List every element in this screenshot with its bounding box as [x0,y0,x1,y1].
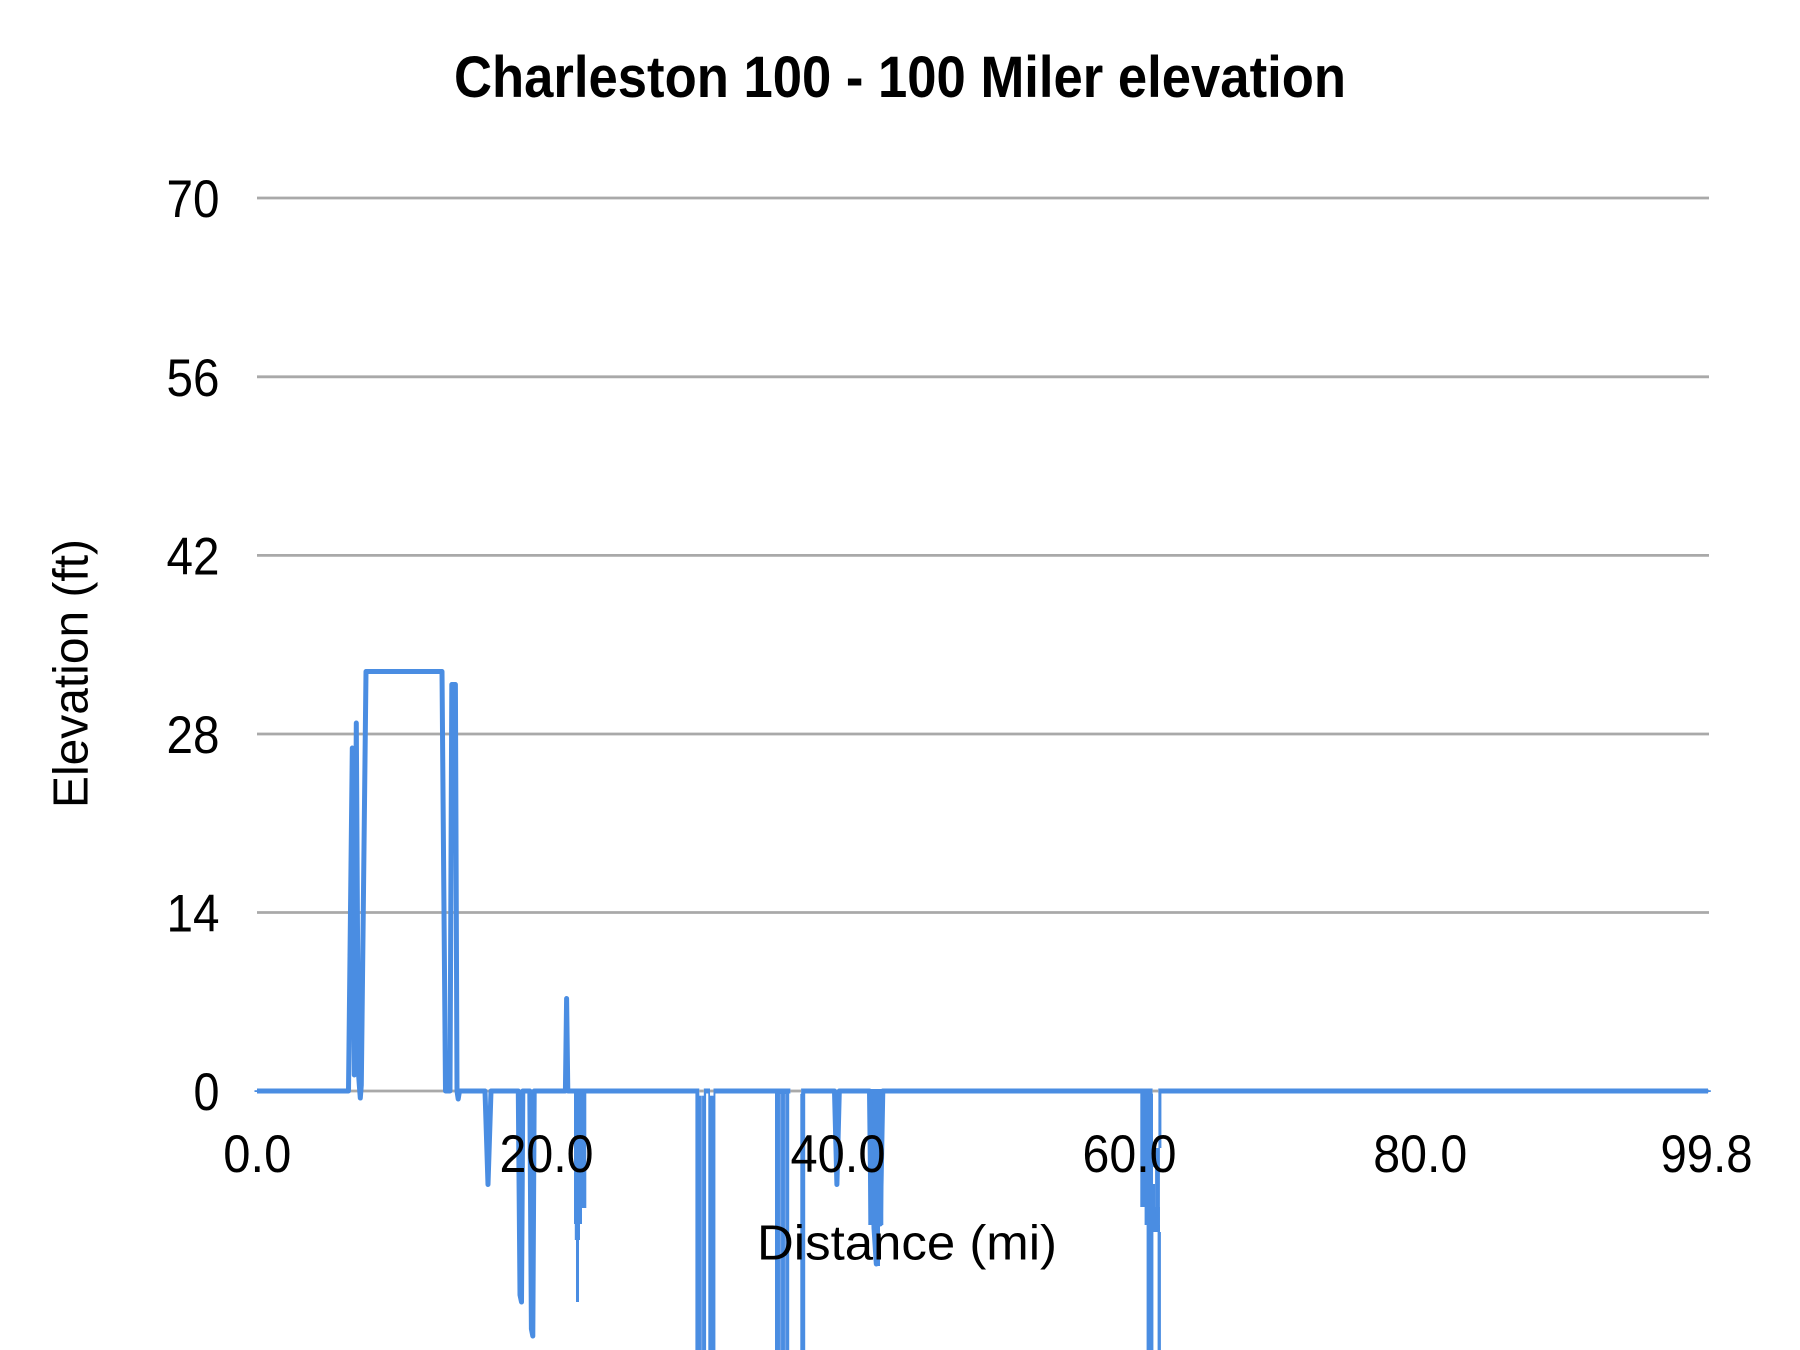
svg-text:56: 56 [167,349,220,408]
svg-text:60.0: 60.0 [1083,1125,1177,1184]
svg-text:20.0: 20.0 [500,1125,594,1184]
svg-text:14: 14 [167,885,220,944]
svg-text:99.8: 99.8 [1661,1125,1753,1184]
svg-text:Distance (mi): Distance (mi) [757,1217,1057,1271]
svg-text:Charleston 100 - 100 Miler ele: Charleston 100 - 100 Miler elevation [454,45,1346,110]
svg-text:28: 28 [167,706,220,765]
svg-text:Elevation (ft): Elevation (ft) [45,539,99,808]
svg-text:70: 70 [167,170,220,229]
svg-text:0: 0 [194,1063,220,1122]
svg-text:0.0: 0.0 [223,1125,291,1184]
svg-text:42: 42 [167,527,220,586]
svg-text:40.0: 40.0 [791,1125,886,1184]
svg-text:80.0: 80.0 [1373,1125,1467,1184]
